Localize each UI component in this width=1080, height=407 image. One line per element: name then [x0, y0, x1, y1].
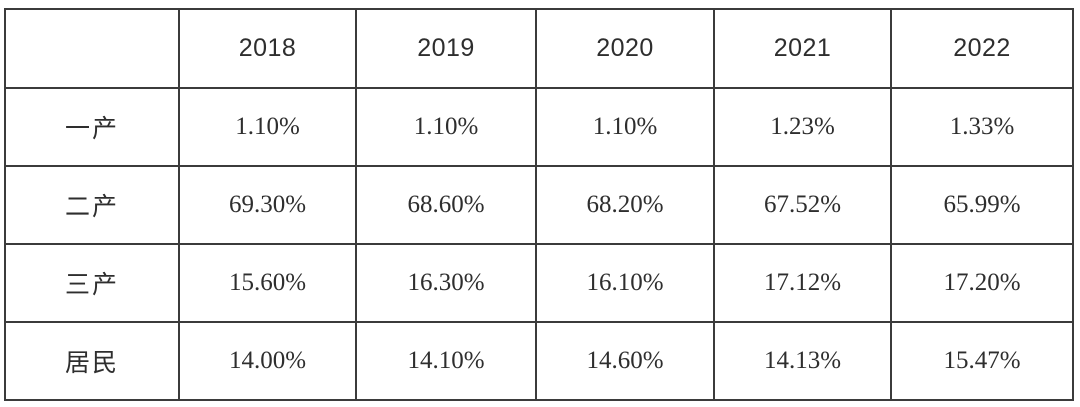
table-cell: 1.10% [535, 87, 715, 167]
column-header-2021: 2021 [713, 8, 892, 89]
column-header-2019: 2019 [355, 8, 537, 89]
table-row-tertiary-industry: 三产 15.60% 16.30% 16.10% 17.12% 17.20% [4, 243, 1074, 323]
table-cell: 1.33% [890, 87, 1074, 167]
table-cell: 14.00% [178, 321, 357, 401]
table-cell: 69.30% [178, 165, 357, 245]
table-cell: 16.10% [535, 243, 715, 323]
row-label-tertiary-industry: 三产 [4, 243, 180, 323]
industry-share-table: 2018 2019 2020 2021 2022 一产 1.10% 1.10% … [4, 8, 1074, 401]
table-row-secondary-industry: 二产 69.30% 68.60% 68.20% 67.52% 65.99% [4, 165, 1074, 245]
corner-cell [4, 8, 180, 89]
column-header-2018: 2018 [178, 8, 357, 89]
table-cell: 17.12% [713, 243, 892, 323]
table-cell: 68.20% [535, 165, 715, 245]
table-cell: 15.47% [890, 321, 1074, 401]
row-label-primary-industry: 一产 [4, 87, 180, 167]
column-header-2020: 2020 [535, 8, 715, 89]
row-label-secondary-industry: 二产 [4, 165, 180, 245]
table-cell: 65.99% [890, 165, 1074, 245]
table-cell: 14.13% [713, 321, 892, 401]
table-cell: 1.10% [178, 87, 357, 167]
table-header-row: 2018 2019 2020 2021 2022 [4, 8, 1074, 89]
table-cell: 15.60% [178, 243, 357, 323]
table-cell: 1.23% [713, 87, 892, 167]
table-cell: 16.30% [355, 243, 537, 323]
column-header-2022: 2022 [890, 8, 1074, 89]
table-cell: 14.60% [535, 321, 715, 401]
row-label-residents: 居民 [4, 321, 180, 401]
table-row-primary-industry: 一产 1.10% 1.10% 1.10% 1.23% 1.33% [4, 87, 1074, 167]
table-cell: 68.60% [355, 165, 537, 245]
table-cell: 17.20% [890, 243, 1074, 323]
table-cell: 1.10% [355, 87, 537, 167]
table-cell: 14.10% [355, 321, 537, 401]
table-row-residents: 居民 14.00% 14.10% 14.60% 14.13% 15.47% [4, 321, 1074, 401]
table-cell: 67.52% [713, 165, 892, 245]
